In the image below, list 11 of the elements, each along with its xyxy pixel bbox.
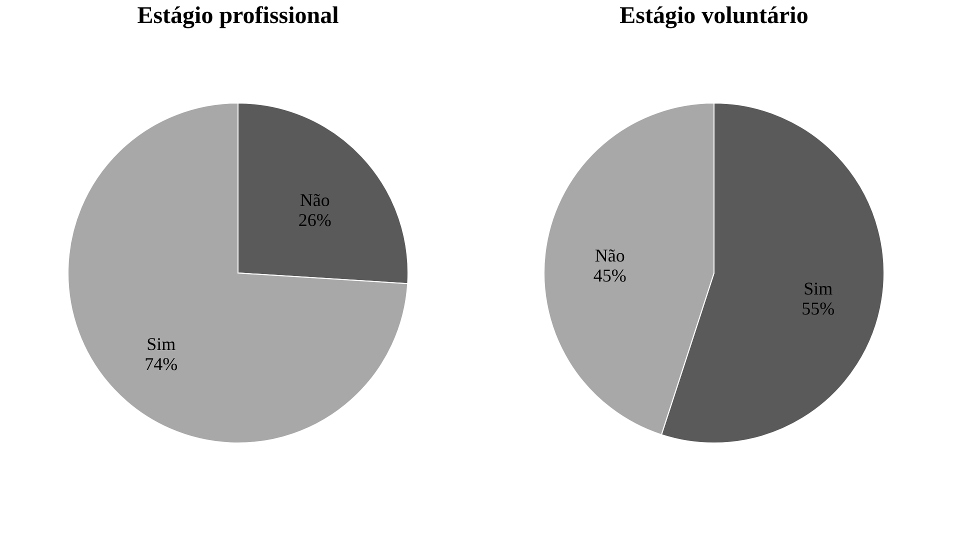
data-label: 45% [593,266,626,286]
slice-label: Sim [804,278,833,298]
data-label: 26% [298,210,332,230]
slice-label: Sim [146,334,176,354]
pie-slice [68,102,408,444]
chart-title: Estágio voluntário [620,3,808,29]
data-label: 74% [144,354,178,374]
data-label: 55% [802,298,835,318]
slice-label: Não [594,246,625,266]
chart-title: Estágio profissional [137,3,340,29]
slice-label: Não [300,190,330,210]
